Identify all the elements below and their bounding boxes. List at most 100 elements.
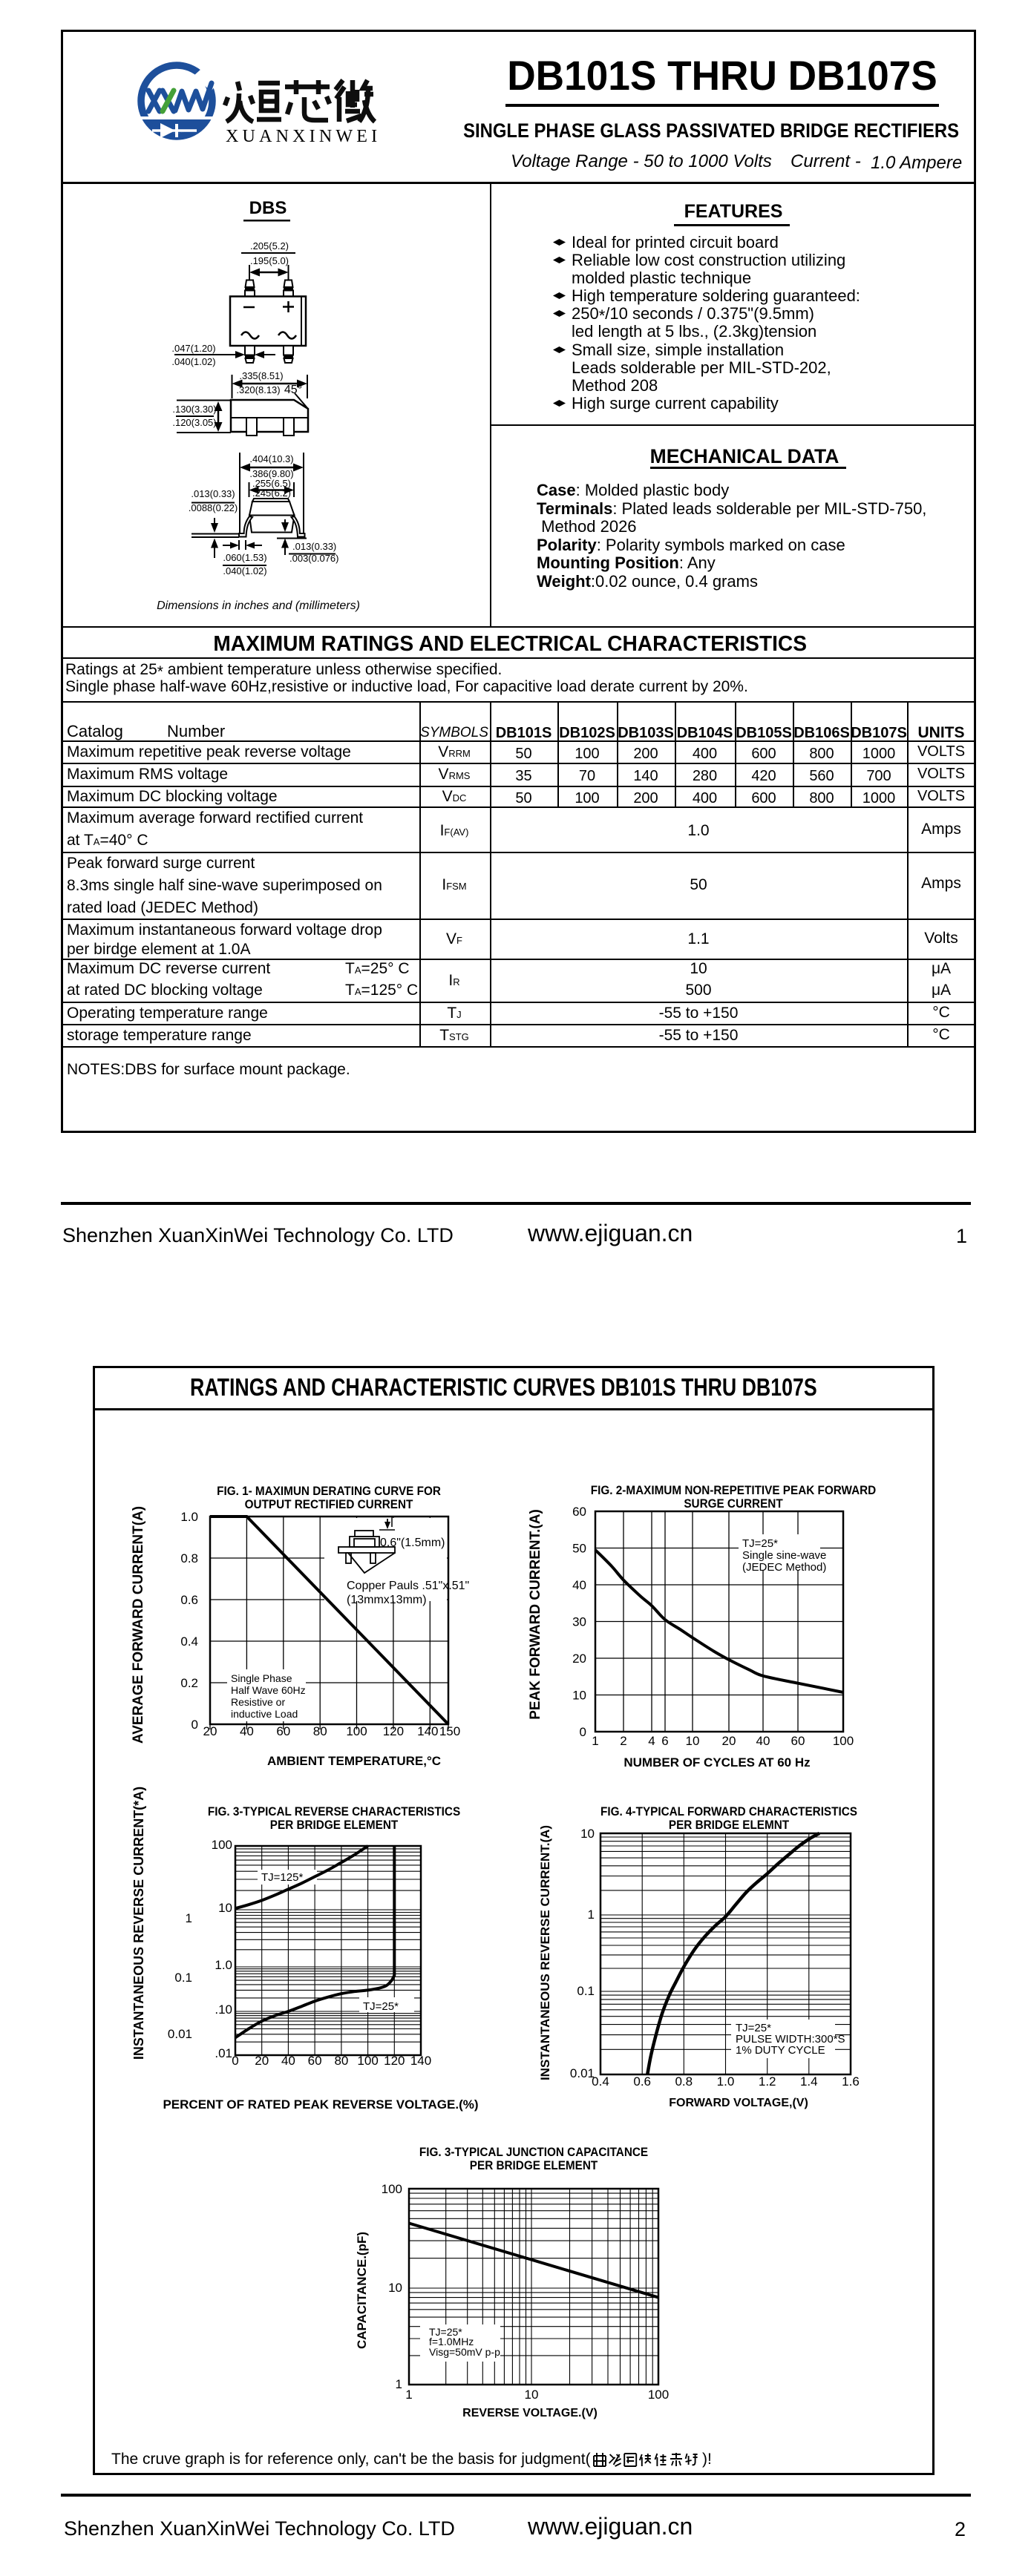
svg-text:INSTANTANEOUS REVERSE CURRENT(: INSTANTANEOUS REVERSE CURRENT(*A): [131, 1787, 146, 2060]
svg-text:XUANXINWEI: XUANXINWEI: [226, 127, 381, 146]
svg-text:PULSE WIDTH:300*S: PULSE WIDTH:300*S: [736, 2033, 845, 2046]
svg-text:FORWARD VOLTAGE,(V): FORWARD VOLTAGE,(V): [669, 2097, 808, 2109]
svg-text:1.0: 1.0: [215, 1958, 232, 1972]
svg-text:.205(5.2): .205(5.2): [250, 240, 289, 252]
svg-text:10: 10: [525, 2388, 539, 2402]
svg-text:(13mmx13mm): (13mmx13mm): [347, 1594, 427, 1606]
svg-text:100: 100: [648, 2388, 669, 2402]
svg-text:60: 60: [572, 1505, 586, 1519]
svg-text:INSTANTANEOUS REVERSE CURRENT.: INSTANTANEOUS REVERSE CURRENT.(A): [538, 1825, 552, 2080]
svg-text:140: 140: [410, 2054, 431, 2068]
svg-text:60: 60: [308, 2054, 322, 2068]
svg-text:120: 120: [384, 2054, 405, 2068]
svg-text:140: 140: [417, 1724, 438, 1738]
svg-text:1% DUTY CYCLE: 1% DUTY CYCLE: [736, 2044, 825, 2057]
svg-text:SURGE CURRENT: SURGE CURRENT: [684, 1496, 782, 1511]
svg-text:0.1: 0.1: [174, 1971, 192, 1985]
svg-text:PER BRIDGE ELEMNT: PER BRIDGE ELEMNT: [669, 1818, 789, 1832]
svg-text:100: 100: [357, 2054, 378, 2068]
svg-text:TJ=125*: TJ=125*: [261, 1871, 303, 1884]
svg-text:.404(10.3): .404(10.3): [249, 453, 293, 464]
svg-text:10: 10: [686, 1734, 700, 1748]
svg-text:.003(0.076): .003(0.076): [289, 553, 339, 564]
svg-text:45°: 45°: [284, 384, 302, 396]
svg-text:Single Phase: Single Phase: [231, 1672, 292, 1684]
svg-text:.0088(0.22): .0088(0.22): [189, 502, 238, 513]
svg-text:20: 20: [722, 1734, 736, 1748]
svg-text:60: 60: [276, 1724, 290, 1738]
svg-text:.047(1.20): .047(1.20): [171, 343, 215, 354]
svg-text:40: 40: [281, 2054, 295, 2068]
svg-text:0.2: 0.2: [180, 1676, 198, 1690]
svg-text:FIG. 3-TYPICAL REVERSE CHARACT: FIG. 3-TYPICAL REVERSE CHARACTERISTICS: [208, 1804, 460, 1818]
svg-text:1.0: 1.0: [180, 1510, 198, 1524]
svg-text:AVERAGE FORWARD CURRENT(A): AVERAGE FORWARD CURRENT(A): [131, 1506, 146, 1744]
svg-text:1.2: 1.2: [759, 2074, 776, 2089]
svg-text:120: 120: [383, 1724, 404, 1738]
svg-text:40: 40: [756, 1734, 770, 1748]
svg-text:.245(6.2): .245(6.2): [252, 487, 291, 499]
svg-text:.335(8.51): .335(8.51): [239, 370, 283, 381]
svg-text:CAPACITANCE.(pF): CAPACITANCE.(pF): [355, 2232, 369, 2349]
svg-text:0.1: 0.1: [577, 1984, 595, 1998]
svg-text:0: 0: [580, 1725, 586, 1739]
svg-text:.120(3.05): .120(3.05): [172, 417, 216, 428]
svg-text:80: 80: [313, 1724, 327, 1738]
svg-text:50: 50: [572, 1542, 586, 1556]
svg-text:inductive Load: inductive Load: [231, 1708, 298, 1720]
svg-text:0.6: 0.6: [180, 1593, 198, 1607]
svg-text:FIG. 3-TYPICAL JUNCTION CAPACI: FIG. 3-TYPICAL JUNCTION CAPACITANCE: [419, 2145, 648, 2159]
svg-text:f=1.0MHz: f=1.0MHz: [429, 2336, 474, 2347]
svg-text:Single sine-wave: Single sine-wave: [742, 1549, 826, 1562]
svg-text:10: 10: [218, 1901, 232, 1915]
svg-text:.195(5.0): .195(5.0): [250, 255, 289, 266]
svg-text:PER BRIDGE ELEMENT: PER BRIDGE ELEMENT: [470, 2158, 598, 2172]
svg-text:0.01: 0.01: [570, 2066, 595, 2080]
svg-text:60: 60: [791, 1734, 805, 1748]
svg-text:80: 80: [334, 2054, 348, 2068]
svg-text:.013(0.33): .013(0.33): [191, 488, 235, 499]
svg-text:REVERSE VOLTAGE.(V): REVERSE VOLTAGE.(V): [462, 2407, 598, 2419]
svg-text:TJ=25*: TJ=25*: [742, 1537, 778, 1550]
svg-text:0: 0: [232, 2054, 238, 2068]
svg-text:1: 1: [396, 2377, 402, 2391]
svg-text:.01: .01: [215, 2046, 232, 2060]
svg-text:0.6: 0.6: [633, 2074, 651, 2089]
svg-text:Half Wave 60Hz: Half Wave 60Hz: [231, 1684, 306, 1696]
svg-text:0: 0: [192, 1718, 198, 1732]
svg-text:20: 20: [572, 1652, 586, 1666]
svg-text:TJ=25*: TJ=25*: [429, 2326, 462, 2338]
svg-text:FIG. 2-MAXIMUM NON-REPETITIVE: FIG. 2-MAXIMUM NON-REPETITIVE PEAK FORWA…: [591, 1483, 876, 1497]
svg-text:DBS: DBS: [249, 198, 287, 218]
svg-text:1.4: 1.4: [800, 2074, 818, 2089]
svg-text:AMBIENT TEMPERATURE,°C: AMBIENT TEMPERATURE,°C: [267, 1754, 441, 1768]
svg-text:.040(1.02): .040(1.02): [171, 356, 215, 367]
svg-text:FIG. 4-TYPICAL FORWARD CHARACT: FIG. 4-TYPICAL FORWARD CHARACTERISTICS: [600, 1804, 857, 1818]
svg-text:PERCENT OF RATED PEAK REVERSE: PERCENT OF RATED PEAK REVERSE VOLTAGE.(%…: [163, 2097, 478, 2112]
svg-text:TJ=25*: TJ=25*: [736, 2022, 771, 2034]
svg-text:.386(9.80): .386(9.80): [249, 468, 293, 479]
svg-text:0.6"(1.5mm): 0.6"(1.5mm): [380, 1537, 445, 1549]
svg-text:0.8: 0.8: [675, 2074, 693, 2089]
svg-text:.320(8.13): .320(8.13): [236, 384, 280, 395]
svg-text:PEAK FORWARD CURRENT.(A): PEAK FORWARD CURRENT.(A): [528, 1509, 543, 1720]
svg-text:1.0: 1.0: [717, 2074, 735, 2089]
svg-text:OUTPUT RECTIFIED CURRENT: OUTPUT RECTIFIED CURRENT: [245, 1497, 413, 1511]
svg-text:1: 1: [592, 1734, 598, 1748]
svg-text:2: 2: [620, 1734, 626, 1748]
svg-text:1: 1: [186, 1911, 192, 1925]
svg-text:100: 100: [382, 2182, 402, 2196]
svg-text:10: 10: [388, 2281, 402, 2295]
svg-text:.013(0.33): .013(0.33): [292, 541, 336, 552]
svg-text:100: 100: [346, 1724, 367, 1738]
svg-text:PER BRIDGE ELEMENT: PER BRIDGE ELEMENT: [270, 1818, 399, 1832]
svg-text:TJ=25*: TJ=25*: [363, 2000, 399, 2013]
svg-text:0.4: 0.4: [592, 2074, 609, 2089]
svg-text:Dimensions in inches and (mill: Dimensions in inches and (millimeters): [157, 599, 360, 612]
svg-text:1: 1: [405, 2388, 412, 2402]
svg-text:(JEDEC Method): (JEDEC Method): [742, 1561, 826, 1574]
svg-text:NUMBER OF CYCLES AT 60 Hz: NUMBER OF CYCLES AT 60 Hz: [623, 1755, 810, 1770]
svg-text:1: 1: [588, 1908, 595, 1922]
svg-text:40: 40: [572, 1578, 586, 1592]
svg-text:.130(3.30): .130(3.30): [172, 404, 216, 415]
